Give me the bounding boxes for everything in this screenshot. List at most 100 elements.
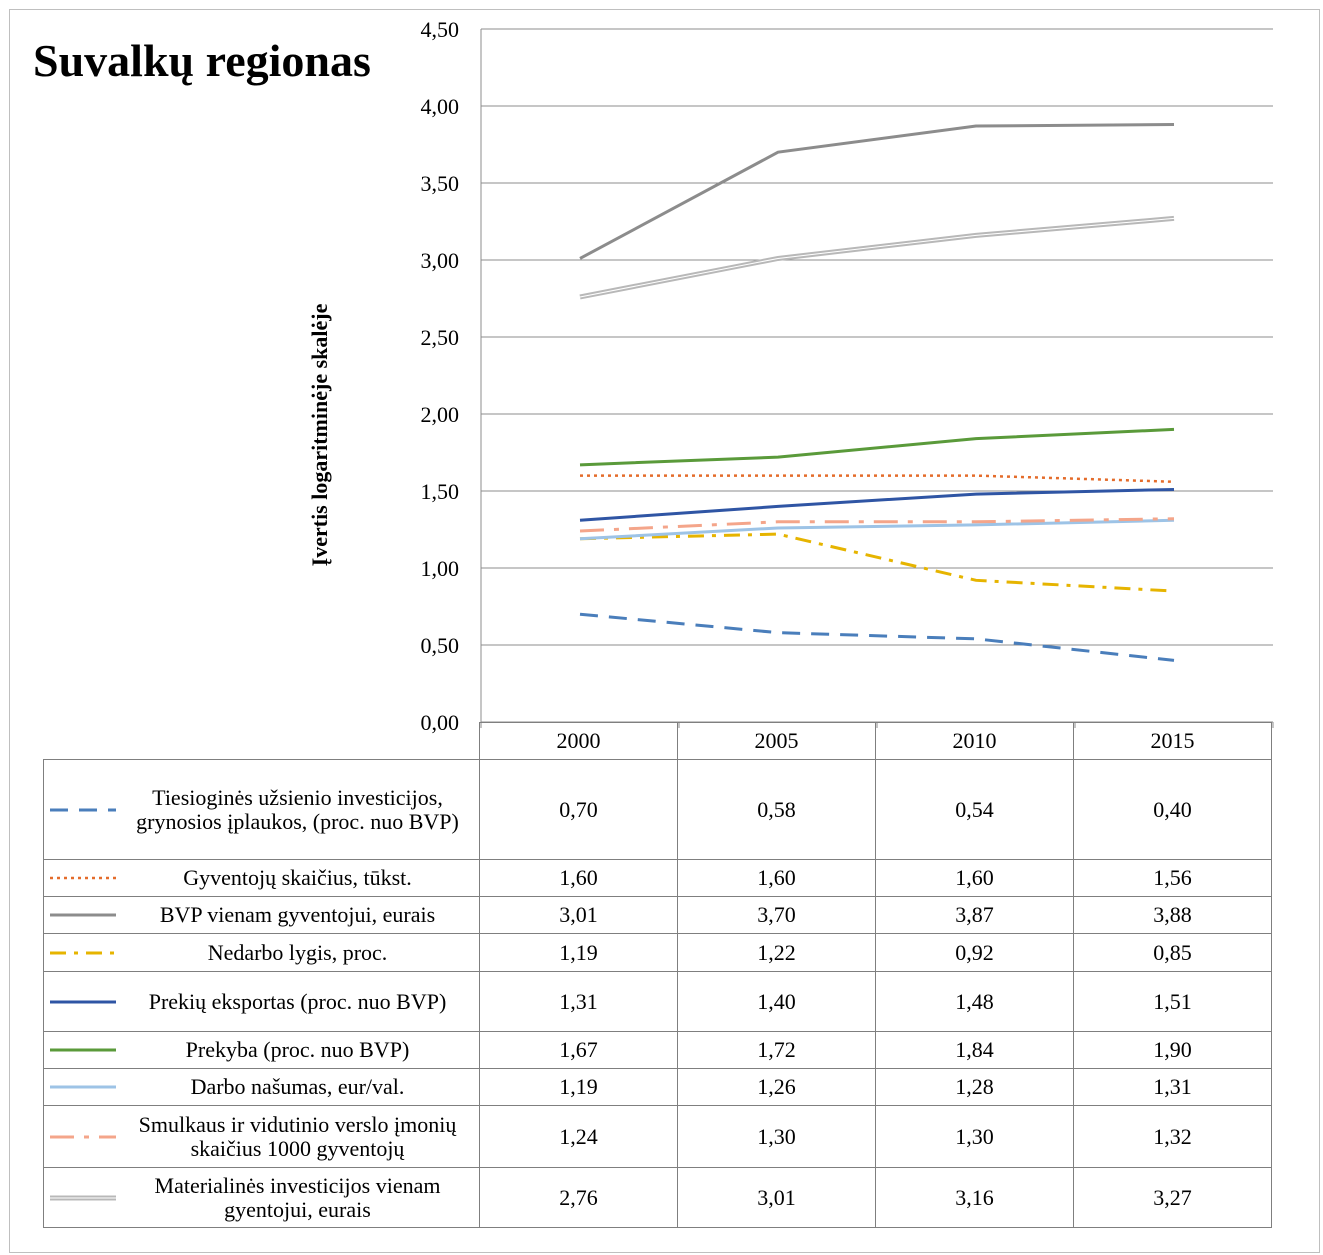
series-line-inner-8 [579, 217, 1175, 298]
y-tick-labels: 0,000,501,001,502,002,503,003,504,004,50 [421, 17, 460, 735]
data-value: 1,22 [677, 933, 876, 972]
series-lines [579, 122, 1175, 662]
data-value: 2,76 [479, 1167, 678, 1228]
x-category-label: 2015 [1073, 722, 1272, 760]
data-value: 0,40 [1073, 759, 1272, 860]
table-row: Nedarbo lygis, proc. 1,19 1,22 0,92 0,85 [43, 933, 1272, 972]
table-header-row: 2000 2005 2010 2015 [43, 722, 1272, 760]
legend-key [46, 909, 120, 921]
series-line-0 [579, 612, 1175, 662]
chart-frame [9, 9, 1320, 1253]
data-value: 1,19 [479, 1068, 678, 1106]
legend-key [46, 1081, 120, 1093]
data-value: 0,54 [875, 759, 1074, 860]
series-line-4 [579, 487, 1175, 522]
legend-label: Darbo našumas, eur/val. [190, 1074, 405, 1099]
y-tick-label: 1,50 [421, 479, 460, 504]
y-tick-label: 2,00 [421, 402, 460, 427]
x-category-label: 2010 [875, 722, 1074, 760]
table-row: Darbo našumas, eur/val. 1,19 1,26 1,28 1,31 [43, 1068, 1272, 1106]
data-value: 1,31 [479, 971, 678, 1032]
series-line-7 [579, 517, 1175, 533]
legend-label: Gyventojų skaičius, tūkst. [183, 865, 412, 890]
y-tick-label: 1,00 [421, 556, 460, 581]
table-row: BVP vienam gyventojui, eurais 3,01 3,70 3,8… [43, 896, 1272, 934]
legend-entry: Darbo našumas, eur/val. [43, 1068, 480, 1106]
data-value: 3,01 [677, 1167, 876, 1228]
table-row: Tiesioginės užsienio investicijos, gryno… [43, 759, 1272, 860]
data-value: 0,85 [1073, 933, 1272, 972]
data-value: 0,92 [875, 933, 1074, 972]
x-category-label: 2000 [479, 722, 678, 760]
table-row: Prekių eksportas (proc. nuo BVP) 1,31 1,40… [43, 971, 1272, 1032]
y-tick-label: 3,50 [421, 171, 460, 196]
data-value: 0,70 [479, 759, 678, 860]
series-line-5 [579, 427, 1175, 467]
y-tick-label: 0,50 [421, 633, 460, 658]
series-line-8 [579, 215, 1175, 300]
legend-entry: Prekyba (proc. nuo BVP) [43, 1031, 480, 1069]
data-value: 3,27 [1073, 1167, 1272, 1228]
series-line-1 [580, 474, 1175, 484]
data-value: 3,88 [1073, 896, 1272, 934]
legend-key [46, 947, 120, 959]
legend-entry: Prekių eksportas (proc. nuo BVP) [43, 971, 480, 1032]
data-value: 3,70 [677, 896, 876, 934]
data-value: 1,30 [677, 1105, 876, 1168]
data-value: 1,84 [875, 1031, 1074, 1069]
legend-label: Nedarbo lygis, proc. [207, 939, 388, 965]
data-value: 1,48 [875, 971, 1074, 1032]
data-value: 1,56 [1073, 859, 1272, 897]
data-value: 3,01 [479, 896, 678, 934]
data-value: 1,28 [875, 1068, 1074, 1106]
data-value: 1,32 [1073, 1105, 1272, 1168]
line-chart: 0,000,501,001,502,002,503,003,504,004,50 [421, 17, 1274, 735]
legend-label: Prekių eksportas (proc. nuo BVP) [148, 988, 447, 1014]
data-value: 1,60 [479, 859, 678, 897]
legend-entry: Materialinės investicijos vienam gyentoj… [43, 1167, 480, 1228]
table-row: Prekyba (proc. nuo BVP) 1,67 1,72 1,84 1,90 [43, 1031, 1272, 1069]
chart-title: Suvalkų regionas [33, 35, 371, 86]
data-value: 1,40 [677, 971, 876, 1032]
legend-label: Smulkaus ir vidutinio verslo įmonių skai… [138, 1111, 457, 1161]
legend-entry: BVP vienam gyventojui, eurais [43, 896, 480, 934]
legend-label: Materialinės investicijos vienam gyentoj… [154, 1172, 441, 1222]
data-value: 1,19 [479, 933, 678, 972]
table-row: Gyventojų skaičius, tūkst. 1,60 1,60 1,60 1,… [43, 859, 1272, 897]
legend-key [46, 996, 120, 1008]
legend-entry: Gyventojų skaičius, tūkst. [43, 859, 480, 897]
legend-label: BVP vienam gyventojui, eurais [159, 902, 436, 927]
table-corner [43, 722, 480, 760]
y-tick-label: 2,50 [421, 325, 460, 350]
legend-entry: Nedarbo lygis, proc. [43, 933, 480, 972]
series-line-6 [579, 518, 1175, 541]
legend-entry: Smulkaus ir vidutinio verslo įmonių skai… [43, 1105, 480, 1168]
gridlines [480, 28, 1274, 728]
data-value: 1,60 [677, 859, 876, 897]
data-value: 1,51 [1073, 971, 1272, 1032]
table-row: Smulkaus ir vidutinio verslo įmonių skai… [43, 1105, 1272, 1168]
data-table: 2000 2005 2010 2015 Tiesioginės užsienio inv… [43, 722, 1272, 1228]
series-line-2 [579, 122, 1175, 260]
x-category-label: 2005 [677, 722, 876, 760]
data-value: 1,31 [1073, 1068, 1272, 1106]
data-value: 3,87 [875, 896, 1074, 934]
data-value: 1,72 [677, 1031, 876, 1069]
data-value: 1,30 [875, 1105, 1074, 1168]
series-line-3 [579, 532, 1175, 593]
data-value: 1,60 [875, 859, 1074, 897]
data-value: 1,67 [479, 1031, 678, 1069]
data-value: 1,26 [677, 1068, 876, 1106]
data-value: 0,58 [677, 759, 876, 860]
legend-key [46, 804, 120, 816]
legend-key [46, 1192, 120, 1204]
legend-entry: Tiesioginės užsienio investicijos, gryno… [43, 759, 480, 860]
y-tick-label: 4,00 [421, 94, 460, 119]
legend-key [46, 1131, 120, 1143]
data-value: 1,90 [1073, 1031, 1272, 1069]
y-tick-label: 4,50 [421, 17, 460, 42]
data-value: 1,24 [479, 1105, 678, 1168]
legend-key [46, 872, 120, 884]
legend-label: Tiesioginės užsienio investicijos, gryno… [136, 784, 459, 834]
data-value: 3,16 [875, 1167, 1074, 1228]
